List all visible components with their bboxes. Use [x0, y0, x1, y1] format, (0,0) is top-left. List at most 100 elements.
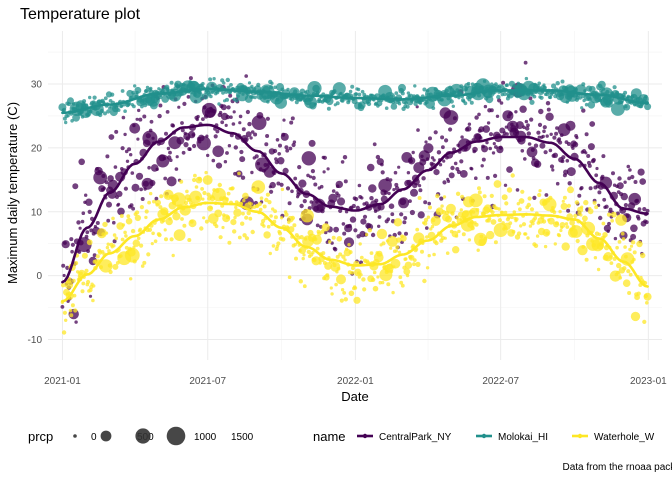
data-point: [557, 233, 562, 238]
data-point: [489, 193, 494, 198]
data-point: [325, 273, 330, 278]
data-point: [385, 177, 390, 182]
data-point: [499, 101, 504, 105]
data-point: [155, 199, 161, 206]
data-point: [263, 166, 276, 178]
data-point: [623, 103, 631, 111]
data-point: [171, 192, 186, 207]
data-point: [276, 241, 281, 246]
data-point: [412, 258, 417, 262]
data-point: [430, 156, 435, 160]
data-point: [182, 223, 187, 228]
data-point: [594, 173, 599, 178]
data-point: [542, 129, 546, 134]
data-point: [285, 148, 290, 153]
data-point: [530, 221, 535, 226]
data-point: [341, 222, 346, 226]
data-point: [103, 96, 108, 101]
data-point: [459, 208, 463, 212]
data-point: [549, 164, 555, 169]
data-point: [623, 180, 627, 184]
data-point: [428, 136, 432, 141]
data-point: [201, 197, 205, 201]
data-point: [538, 108, 544, 115]
data-point: [628, 247, 632, 252]
data-point: [180, 217, 184, 221]
data-point: [622, 94, 626, 99]
data-point: [135, 117, 139, 121]
data-point: [394, 182, 399, 187]
data-point: [580, 94, 585, 99]
data-point: [467, 238, 472, 242]
data-point: [188, 147, 192, 151]
data-point: [106, 201, 112, 208]
data-point: [140, 264, 145, 268]
data-point: [134, 86, 142, 94]
data-point: [321, 251, 326, 256]
data-point: [200, 187, 205, 191]
data-point: [187, 238, 192, 242]
data-point: [106, 242, 110, 246]
data-point: [213, 134, 218, 139]
data-point: [308, 175, 313, 179]
data-point: [164, 237, 168, 242]
y-axis-ticks: -10 0 10 20 30: [28, 80, 43, 347]
data-point: [388, 203, 395, 209]
data-point: [408, 254, 415, 261]
data-point: [512, 210, 517, 214]
data-point: [280, 132, 289, 141]
data-point: [577, 245, 588, 256]
data-point: [350, 84, 355, 89]
data-point: [267, 200, 272, 205]
data-point: [165, 110, 170, 114]
data-point: [84, 234, 89, 239]
data-point: [560, 202, 568, 210]
data-point: [476, 248, 480, 252]
data-point: [169, 80, 174, 85]
data-point: [294, 256, 298, 261]
data-point: [405, 104, 410, 109]
data-point: [389, 269, 394, 274]
data-point: [592, 200, 597, 205]
data-point: [63, 318, 68, 322]
data-point: [89, 228, 94, 233]
color-legend: name CentralPark_NY Molokai_HI Waterhole_W: [313, 429, 655, 444]
data-point: [147, 227, 153, 232]
data-point: [386, 217, 391, 221]
data-point: [84, 268, 89, 273]
data-point: [623, 203, 629, 208]
data-point: [506, 215, 511, 220]
data-point: [356, 87, 361, 92]
data-point: [95, 254, 100, 259]
data-point: [609, 98, 614, 102]
data-point: [302, 253, 306, 257]
data-point: [491, 151, 496, 155]
data-point: [84, 193, 88, 197]
data-point: [264, 197, 269, 203]
data-point: [376, 275, 380, 279]
chart-title: Temperature plot: [20, 6, 141, 23]
data-point: [142, 260, 147, 265]
data-point: [348, 89, 353, 94]
data-point: [274, 157, 278, 161]
data-point: [423, 143, 434, 154]
data-point: [120, 237, 125, 242]
data-point: [549, 132, 553, 136]
data-point: [144, 215, 148, 220]
data-point: [249, 136, 253, 140]
data-point: [290, 116, 295, 121]
data-point: [623, 90, 628, 95]
data-point: [637, 168, 645, 176]
data-point: [518, 198, 525, 204]
scatter-points: [58, 60, 652, 335]
data-point: [199, 226, 204, 231]
data-point: [80, 219, 85, 224]
data-point: [116, 190, 123, 197]
data-point: [142, 114, 147, 119]
data-point: [293, 176, 298, 181]
data-point: [435, 207, 444, 216]
data-point: [273, 215, 278, 220]
data-point: [265, 192, 270, 197]
data-point: [532, 94, 537, 99]
data-point: [548, 148, 553, 153]
